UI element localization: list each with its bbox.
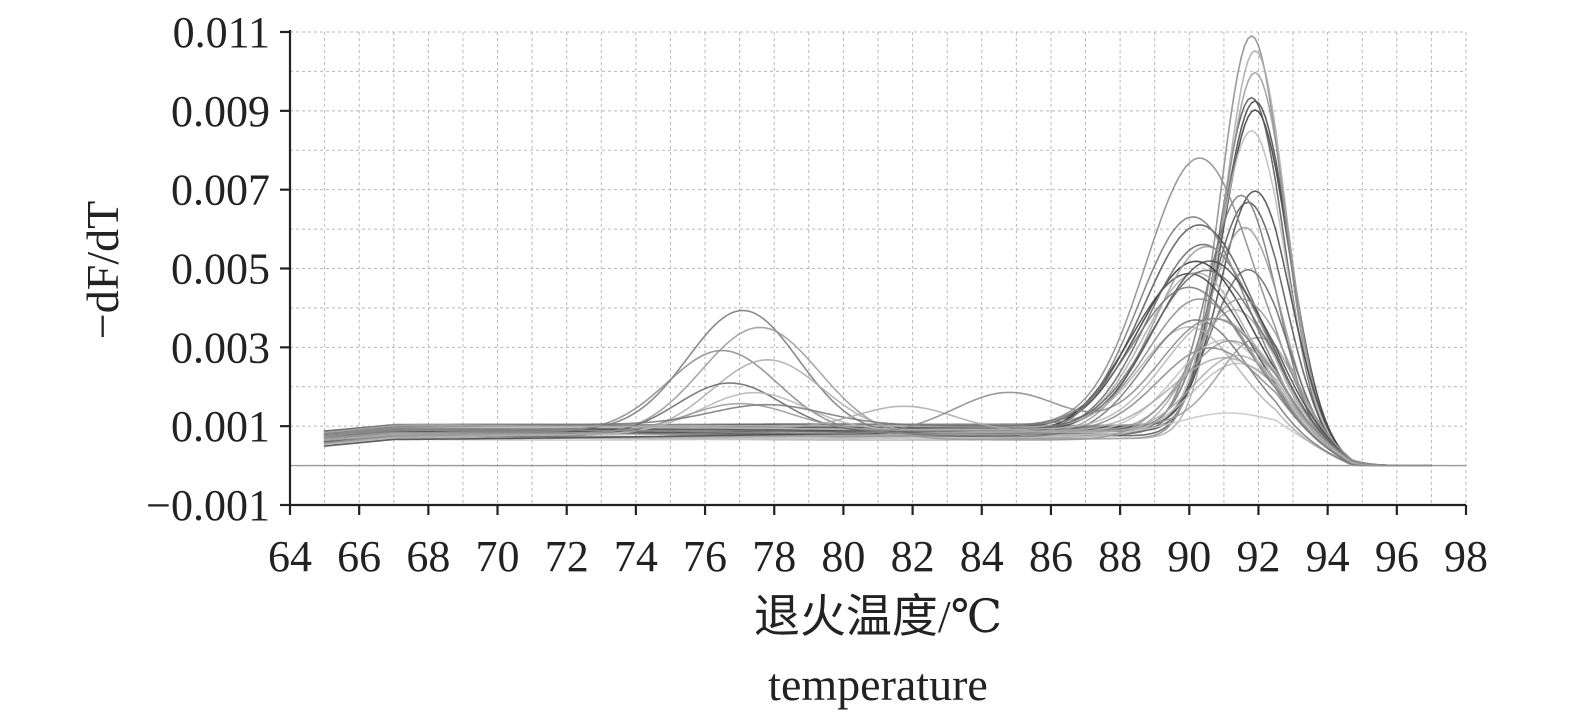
series-line — [323, 412, 1433, 467]
axes — [280, 30, 1468, 515]
series-line — [323, 326, 1433, 467]
x-tick-label: 82 — [891, 532, 935, 581]
series-group — [323, 35, 1433, 467]
y-tick-label: 0.003 — [171, 323, 270, 372]
x-tick-label: 92 — [1236, 532, 1280, 581]
series-line — [323, 298, 1433, 467]
y-tick-label: 0.009 — [171, 87, 270, 136]
x-tick-label: 64 — [268, 532, 312, 581]
y-tick-label: 0.005 — [171, 245, 270, 294]
series-line — [323, 157, 1433, 467]
x-tick-label: 80 — [821, 532, 865, 581]
x-tick-label: 74 — [614, 532, 658, 581]
series-line — [323, 317, 1433, 467]
x-tick-label: 70 — [476, 532, 520, 581]
x-tick-label: 78 — [752, 532, 796, 581]
tick-labels: 64 66 68 70 72 74 76 78 80 82 84 86 88 90 92 94 96 98 −0.0… — [146, 8, 1488, 581]
x-tick-label: 94 — [1306, 532, 1350, 581]
x-tick-label: 84 — [960, 532, 1004, 581]
series-line — [323, 362, 1433, 467]
x-tick-label: 86 — [1029, 532, 1073, 581]
x-tick-label: 90 — [1167, 532, 1211, 581]
series-line — [323, 354, 1433, 467]
x-tick-label: 66 — [337, 532, 381, 581]
x-tick-label: 68 — [406, 532, 450, 581]
y-tick-label: −0.001 — [146, 481, 270, 530]
x-tick-label: 88 — [1098, 532, 1142, 581]
x-tick-label: 96 — [1375, 532, 1419, 581]
y-axis-label: −dF/dT — [77, 201, 128, 339]
series-line — [323, 286, 1433, 467]
x-tick-label: 72 — [545, 532, 589, 581]
series-line — [323, 260, 1433, 467]
y-tick-label: 0.001 — [171, 402, 270, 451]
x-axis-label: 退火温度/℃ — [754, 591, 1002, 642]
x-tick-label: 76 — [683, 532, 727, 581]
y-tick-label: 0.007 — [171, 166, 270, 215]
series-line — [323, 317, 1433, 467]
x-axis-label-english: temperature — [768, 659, 988, 710]
y-tick-label: 0.011 — [173, 8, 270, 57]
x-tick-label: 98 — [1444, 532, 1488, 581]
